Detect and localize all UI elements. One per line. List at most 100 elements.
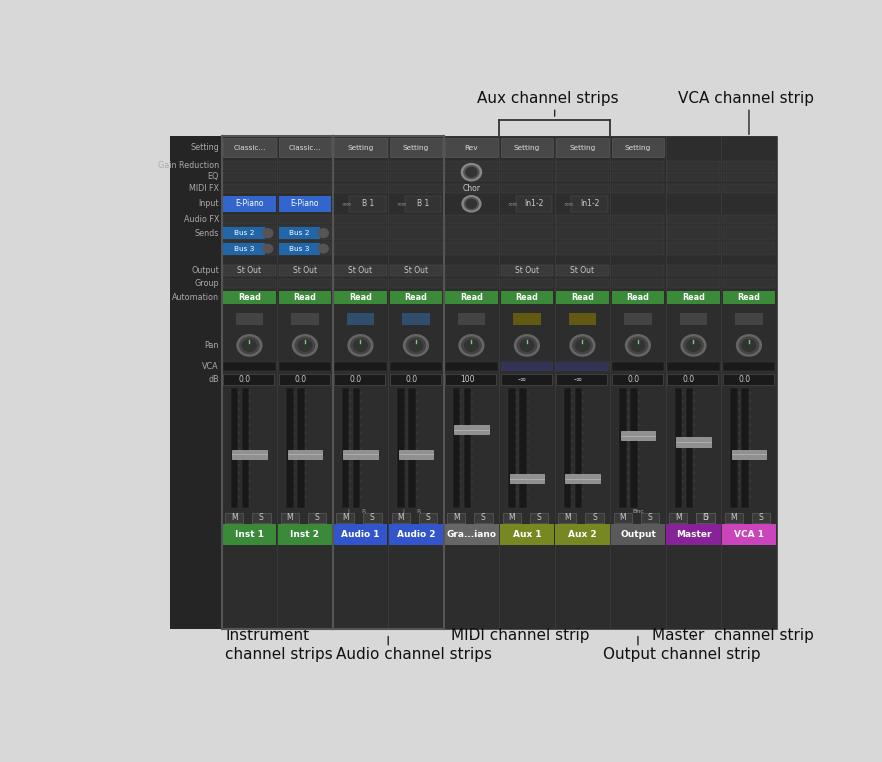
Text: M: M bbox=[675, 513, 682, 522]
Bar bbox=[279, 172, 332, 181]
Bar bbox=[611, 362, 664, 371]
Text: channel strips: channel strips bbox=[225, 647, 333, 661]
Bar bbox=[334, 265, 387, 276]
Bar bbox=[640, 513, 659, 523]
Bar bbox=[667, 184, 720, 193]
Circle shape bbox=[632, 340, 645, 351]
Text: -∞: -∞ bbox=[573, 375, 583, 384]
Bar bbox=[279, 362, 332, 371]
Circle shape bbox=[348, 335, 373, 356]
Bar bbox=[334, 172, 387, 181]
Bar bbox=[513, 313, 541, 325]
Text: D: D bbox=[702, 513, 708, 522]
Bar bbox=[363, 513, 382, 523]
Bar bbox=[564, 388, 572, 508]
Bar bbox=[223, 196, 276, 212]
Text: 0.0: 0.0 bbox=[350, 375, 362, 384]
Text: St Out: St Out bbox=[293, 266, 317, 275]
Bar bbox=[223, 243, 265, 255]
Circle shape bbox=[462, 337, 481, 354]
Text: Setting: Setting bbox=[514, 145, 540, 151]
Bar bbox=[392, 513, 410, 523]
Bar bbox=[575, 388, 582, 508]
Bar bbox=[334, 161, 387, 170]
Circle shape bbox=[462, 196, 481, 212]
Bar bbox=[390, 139, 442, 157]
Text: M: M bbox=[452, 513, 460, 522]
Bar bbox=[667, 172, 720, 181]
Text: Read: Read bbox=[737, 293, 760, 302]
Text: 0.0: 0.0 bbox=[627, 375, 639, 384]
Circle shape bbox=[351, 337, 370, 354]
Circle shape bbox=[466, 168, 477, 177]
Text: Read: Read bbox=[626, 293, 649, 302]
Bar bbox=[501, 172, 553, 181]
Bar bbox=[279, 139, 332, 157]
Bar bbox=[519, 388, 527, 508]
Text: Input: Input bbox=[198, 200, 219, 208]
Bar bbox=[685, 388, 693, 508]
Bar bbox=[722, 291, 775, 304]
Bar bbox=[297, 388, 305, 508]
Bar bbox=[390, 242, 442, 255]
Bar bbox=[610, 136, 666, 629]
Bar bbox=[278, 524, 332, 545]
Bar bbox=[722, 265, 775, 276]
Bar bbox=[445, 215, 497, 224]
Circle shape bbox=[263, 245, 273, 253]
Bar bbox=[501, 215, 553, 224]
Text: S: S bbox=[425, 513, 430, 522]
Text: 0.0: 0.0 bbox=[683, 375, 695, 384]
Circle shape bbox=[467, 200, 476, 208]
Circle shape bbox=[459, 335, 484, 356]
Text: S: S bbox=[315, 513, 319, 522]
Bar bbox=[556, 215, 609, 224]
Bar bbox=[732, 450, 766, 459]
Bar bbox=[667, 242, 720, 255]
Text: Read: Read bbox=[460, 293, 482, 302]
Bar bbox=[556, 362, 609, 371]
Bar bbox=[501, 374, 552, 385]
Bar bbox=[445, 184, 497, 193]
Bar bbox=[308, 513, 326, 523]
Circle shape bbox=[409, 340, 422, 351]
Bar bbox=[611, 374, 663, 385]
Bar bbox=[390, 265, 442, 276]
Text: Read: Read bbox=[349, 293, 372, 302]
Text: -∞: -∞ bbox=[518, 375, 527, 384]
Circle shape bbox=[407, 337, 426, 354]
Circle shape bbox=[628, 337, 647, 354]
Bar bbox=[279, 243, 320, 255]
Text: Bus 2: Bus 2 bbox=[234, 230, 254, 236]
Text: In1-2: In1-2 bbox=[580, 200, 600, 208]
Bar bbox=[611, 226, 664, 240]
Bar bbox=[242, 388, 250, 508]
Bar bbox=[389, 524, 443, 545]
Bar bbox=[334, 291, 387, 304]
Text: ∞∞: ∞∞ bbox=[563, 201, 573, 207]
Bar bbox=[501, 226, 553, 240]
Bar bbox=[334, 215, 387, 224]
Text: Audio 1: Audio 1 bbox=[341, 530, 379, 539]
Bar bbox=[169, 136, 221, 629]
Bar bbox=[464, 388, 472, 508]
Text: Group: Group bbox=[194, 279, 219, 288]
Text: E-Piano: E-Piano bbox=[235, 200, 264, 208]
Bar bbox=[223, 242, 276, 255]
Bar bbox=[624, 313, 652, 325]
Text: St Out: St Out bbox=[237, 266, 261, 275]
Bar bbox=[556, 226, 609, 240]
Text: R: R bbox=[361, 509, 365, 514]
Text: Output: Output bbox=[620, 530, 656, 539]
Bar bbox=[611, 524, 665, 545]
Bar bbox=[445, 362, 497, 371]
Bar bbox=[556, 279, 609, 288]
Bar bbox=[334, 362, 387, 371]
Bar bbox=[667, 362, 720, 371]
Bar bbox=[279, 374, 330, 385]
Bar bbox=[230, 388, 238, 508]
Bar bbox=[390, 184, 442, 193]
Bar bbox=[452, 388, 460, 508]
Bar bbox=[500, 524, 554, 545]
Bar bbox=[279, 227, 320, 239]
